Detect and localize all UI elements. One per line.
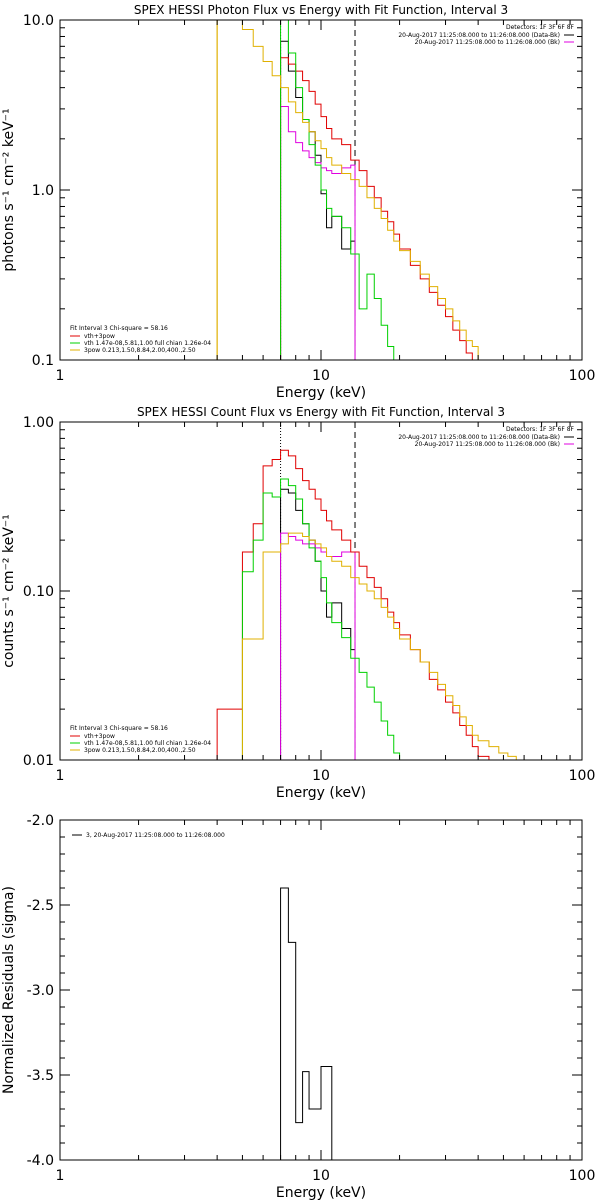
series-group: [280, 887, 333, 1160]
x-axis-label: Energy (keV): [276, 1185, 366, 1200]
series-3pow: [216, 20, 490, 360]
y-tick-label: 0.1: [32, 353, 54, 369]
x-tick-label: 10: [312, 1168, 330, 1184]
y-tick-label: 0.01: [23, 753, 54, 769]
series-residuals: [280, 887, 333, 1160]
series-data-minus-background: [280, 40, 356, 360]
x-axis-label: Energy (keV): [276, 385, 366, 401]
y-tick-label: 1.0: [32, 183, 54, 199]
panel-title: SPEX HESSI Count Flux vs Energy with Fit…: [137, 405, 505, 419]
x-axis-label: Energy (keV): [276, 785, 366, 801]
series-background: [280, 105, 356, 360]
panel-title: SPEX HESSI Photon Flux vs Energy with Fi…: [134, 3, 508, 17]
y-tick-label: 1.00: [23, 415, 54, 431]
x-tick-label: 10: [312, 768, 330, 784]
y-tick-label: 0.10: [23, 584, 54, 600]
fit-legend-entry: 3pow 0.213,1.50,8.84,2.00,400.,2.50: [84, 747, 196, 754]
series-vth: [216, 478, 401, 760]
fit-legend-title: Fit Interval 3 Chi-square = 58.16: [70, 725, 168, 732]
series-3pow: [241, 532, 529, 760]
detectors-label: Detectors: 1F 3F 6F 8F: [506, 426, 575, 433]
series-group: [216, 422, 529, 760]
x-tick-label: 100: [569, 768, 596, 784]
series-vth+3pow: [216, 449, 490, 760]
panel-3: 1 10 100 -2.0 -2.5 -3.0 -3.5 -4.0 Energy (keV) No…: [1, 813, 596, 1201]
fit-legend-title: Fit Interval 3 Chi-square = 58.16: [70, 325, 168, 332]
top-legend-entry: 20-Aug-2017 11:25:08.000 to 11:26:08.000…: [398, 434, 560, 441]
fit-legend-entry: vth 1.47e-08,5.81,1.00 full chian 1.26e-…: [84, 340, 211, 347]
x-tick-label: 100: [569, 1168, 596, 1184]
y-tick-label: -3.0: [27, 983, 54, 999]
y-tick-label: -2.5: [27, 898, 54, 914]
x-tick-label: 1: [56, 768, 65, 784]
x-tick-label: 10: [312, 368, 330, 384]
y-tick-label: -2.0: [27, 813, 54, 829]
y-tick-label: 10.0: [23, 13, 54, 29]
detectors-label: Detectors: 1F 3F 6F 8F: [506, 24, 575, 31]
y-axis-label: photons s⁻¹ cm⁻² keV⁻¹: [1, 108, 17, 271]
fit-legend-entry: vth+3pow: [84, 733, 115, 740]
y-tick-label: -3.5: [27, 1068, 54, 1084]
top-legend-entry: 20-Aug-2017 11:25:08.000 to 11:26:08.000…: [398, 32, 560, 39]
series-background: [280, 532, 356, 760]
top-legend-entry: 20-Aug-2017 11:25:08.000 to 11:26:08.000…: [415, 39, 560, 46]
series-vth: [280, 20, 401, 360]
fit-legend-entry: vth 1.47e-08,5.81,1.00 full chian 1.26e-…: [84, 740, 211, 747]
y-axis-label: counts s⁻¹ cm⁻² keV⁻¹: [1, 514, 17, 668]
top-legend-entry: 20-Aug-2017 11:25:08.000 to 11:26:08.000…: [415, 441, 560, 448]
legend-entry: 3, 20-Aug-2017 11:25:08.000 to 11:26:08.…: [86, 832, 225, 839]
panel-2: 1 10 100 0.01 0.10 1.00 SPEX HESSI Count Flux …: [1, 405, 595, 801]
y-axis-label: Normalized Residuals (sigma): [1, 886, 17, 1094]
x-tick-label: 1: [56, 1168, 65, 1184]
y-tick-label: -4.0: [27, 1153, 54, 1169]
fit-legend-entry: 3pow 0.213,1.50,8.84,2.00,400.,2.50: [84, 347, 196, 354]
series-data-minus-background: [280, 488, 356, 760]
series-group: [216, 20, 490, 360]
panel-1: 1 10 100 0.1 1.0 10.0 SPEX HESSI Photon Flux v…: [1, 3, 595, 401]
x-tick-label: 100: [569, 368, 596, 384]
series-vth+3pow: [280, 57, 473, 360]
fit-legend-entry: vth+3pow: [84, 333, 115, 340]
x-tick-label: 1: [56, 368, 65, 384]
